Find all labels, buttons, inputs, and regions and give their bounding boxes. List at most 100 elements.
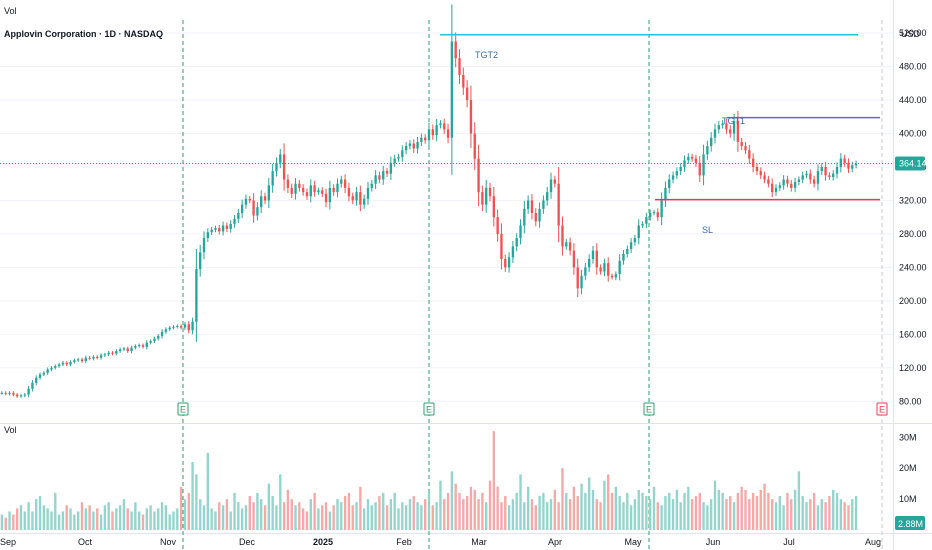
- candle-body: [526, 200, 530, 209]
- chart-title[interactable]: Applovin Corporation · 1D · NASDAQ: [4, 29, 163, 39]
- candle-body: [424, 137, 427, 141]
- volume-bar: [816, 505, 820, 530]
- price-tick-label: 280.00: [899, 229, 927, 239]
- volume-bar: [301, 508, 305, 530]
- candle-body: [0, 392, 4, 394]
- candle-body: [290, 187, 293, 194]
- candle-body: [656, 212, 659, 218]
- earnings-marker[interactable]: [876, 402, 888, 416]
- volume-bar: [568, 499, 572, 530]
- candle-body: [763, 175, 766, 180]
- volume-bar: [416, 502, 419, 530]
- volume-bar: [282, 502, 286, 530]
- volume-bar: [645, 496, 648, 530]
- volume-bar: [57, 514, 61, 530]
- candle-body: [88, 357, 91, 359]
- volume-bar: [820, 499, 823, 530]
- volume-bar: [576, 496, 579, 530]
- volume-bar: [149, 505, 152, 530]
- volume-bar: [465, 496, 469, 530]
- candle-body: [511, 246, 515, 258]
- price-tick-label: 480.00: [899, 62, 927, 72]
- volume-bar: [610, 492, 614, 530]
- candle-body: [614, 274, 618, 278]
- volume-bar: [160, 502, 164, 530]
- candle-body: [404, 146, 408, 151]
- volume-bar: [351, 505, 354, 530]
- volume-bar: [84, 508, 87, 530]
- candle-body: [607, 263, 610, 276]
- candle-body: [450, 41, 454, 138]
- volume-bar: [702, 502, 705, 530]
- level-lines: [0, 34, 893, 201]
- volume-bar: [793, 489, 797, 530]
- candle-body: [618, 260, 621, 275]
- volume-bar: [767, 492, 770, 530]
- currency-label: USD: [901, 29, 921, 39]
- candle-body: [820, 166, 823, 172]
- volume-bar: [397, 508, 400, 530]
- candle-body: [427, 129, 431, 141]
- candles: [0, 4, 858, 398]
- candle-body: [256, 207, 259, 216]
- earnings-marker-label: E: [879, 405, 885, 415]
- candle-body: [359, 192, 362, 205]
- candle-body: [57, 364, 61, 367]
- candle-body: [805, 173, 808, 176]
- candle-body: [389, 162, 393, 174]
- time-tick-label: Oct: [78, 537, 93, 547]
- candle-body: [660, 200, 663, 218]
- candle-body: [854, 163, 858, 166]
- time-axis[interactable]: Sep Oct Nov Dec 2025 Feb Mar Apr May Jun Jul Aug: [0, 537, 881, 547]
- volume-bar: [237, 502, 240, 530]
- candle-body: [179, 325, 183, 328]
- candle-body: [717, 125, 720, 130]
- candle-body: [206, 232, 210, 239]
- candle-body: [534, 213, 537, 222]
- candle-body: [385, 171, 389, 174]
- volume-bar: [843, 502, 846, 530]
- volume-bar: [671, 499, 675, 530]
- candle-body: [240, 204, 244, 213]
- candle-body: [568, 242, 572, 251]
- earnings-marker[interactable]: [643, 402, 655, 416]
- volume-bar: [134, 502, 137, 530]
- volume-bar: [378, 496, 381, 530]
- volume-bar: [774, 502, 778, 530]
- candle-body: [305, 192, 309, 197]
- candle-body: [595, 250, 598, 268]
- volume-bar: [450, 471, 454, 530]
- candle-body: [50, 367, 53, 370]
- volume-bar: [424, 499, 427, 530]
- candle-body: [824, 166, 827, 176]
- candle-body: [778, 185, 782, 188]
- time-tick-label: Sep: [0, 537, 16, 547]
- volume-bar: [347, 492, 351, 530]
- volume-bar: [751, 492, 755, 530]
- volume-tick-label: 30M: [899, 432, 917, 442]
- candle-body: [481, 192, 484, 205]
- price-tick-label: 440.00: [899, 95, 927, 105]
- volume-bar: [206, 452, 210, 530]
- volume-bar: [172, 511, 175, 530]
- earnings-marker[interactable]: [177, 402, 189, 416]
- time-tick-label: Nov: [160, 537, 177, 547]
- volume-bar: [279, 474, 282, 530]
- volume-bar: [637, 489, 640, 530]
- volume-bar: [389, 499, 393, 530]
- grid: [0, 32, 893, 402]
- volume-bar: [313, 492, 316, 530]
- volume-bar: [271, 496, 274, 530]
- candle-body: [301, 187, 305, 193]
- volume-bar: [96, 508, 99, 530]
- candle-body: [69, 361, 72, 365]
- volume-bar: [835, 492, 839, 530]
- earnings-marker[interactable]: [423, 402, 435, 416]
- candle-body: [111, 352, 114, 354]
- candle-body: [229, 223, 232, 229]
- price-tick-label: 240.00: [899, 262, 927, 272]
- volume-bar: [195, 474, 198, 530]
- price-axis[interactable]: 80.00 120.00 160.00 200.00 240.00 280.00 320.0…: [899, 28, 927, 406]
- volume-bar: [462, 499, 465, 530]
